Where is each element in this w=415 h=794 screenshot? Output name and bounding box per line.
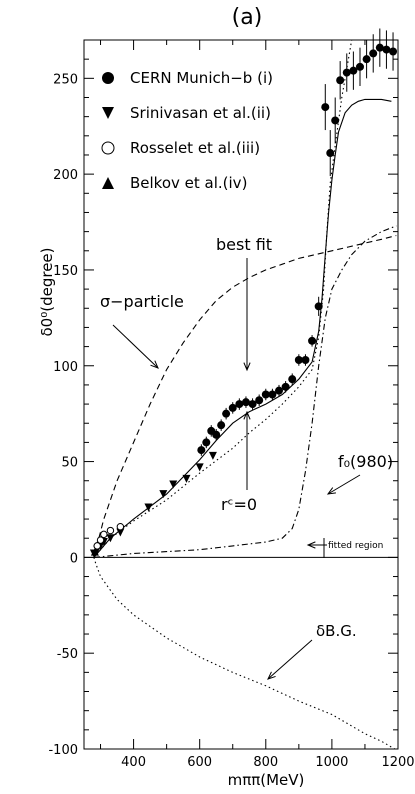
data-point-filled-down-triangle bbox=[144, 503, 153, 512]
data-point-filled-circle bbox=[308, 336, 317, 345]
data-point-filled-circle bbox=[217, 421, 226, 430]
arrow-sigma-particle-head bbox=[150, 360, 159, 369]
data-point-filled-circle bbox=[382, 45, 391, 54]
legend-marker-filled-circle bbox=[102, 72, 114, 84]
data-point-filled-circle bbox=[389, 47, 398, 56]
data-point-filled-circle bbox=[362, 55, 371, 64]
data-point-open-circle bbox=[116, 523, 125, 531]
arrow-delta-bg-head bbox=[267, 671, 276, 680]
legend-marker-open-circle bbox=[101, 141, 115, 155]
data-point-filled-circle bbox=[336, 76, 345, 85]
arrow-delta-bg bbox=[267, 639, 313, 680]
data-point-open-circle bbox=[100, 530, 108, 539]
legend-label: Rosselet et al.(iii) bbox=[130, 139, 260, 157]
data-point-filled-circle bbox=[288, 375, 297, 384]
y-tick-label: 150 bbox=[53, 264, 78, 279]
arrow-best-fit-head bbox=[243, 362, 251, 372]
data-point-filled-circle bbox=[375, 43, 384, 52]
data-point-open-circle bbox=[96, 536, 105, 544]
legend-label: Srinivasan et al.(ii) bbox=[130, 104, 271, 122]
arrow-f0-head bbox=[326, 487, 336, 495]
y-tick-label: -100 bbox=[48, 743, 78, 758]
legend-marker-filled-down-triangle bbox=[102, 107, 114, 119]
y-tick-label: 50 bbox=[61, 456, 78, 471]
annotation-delta-bg: δB.G. bbox=[316, 622, 357, 640]
data-point-filled-circle bbox=[275, 386, 284, 395]
data-point-filled-down-triangle bbox=[169, 480, 178, 489]
data-point-filled-circle bbox=[349, 66, 358, 75]
plot-frame bbox=[83, 39, 399, 750]
arrow-fitted-region-head bbox=[306, 541, 316, 549]
y-tick-label: 250 bbox=[53, 72, 78, 87]
data-point-filled-circle bbox=[248, 400, 257, 409]
data-point-filled-circle bbox=[228, 403, 237, 412]
data-point-filled-down-triangle bbox=[116, 528, 125, 537]
data-point-open-circle bbox=[93, 542, 101, 550]
y-tick-label: 0 bbox=[70, 551, 78, 566]
annotation-sigma-particle: σ−particle bbox=[100, 292, 184, 311]
data-point-filled-circle bbox=[301, 356, 310, 365]
data-point-filled-circle bbox=[326, 149, 335, 158]
data-point-filled-circle bbox=[212, 430, 221, 439]
data-point-filled-circle bbox=[355, 62, 364, 71]
data-point-filled-circle bbox=[369, 49, 378, 58]
data-point-filled-circle bbox=[235, 400, 244, 409]
annotation-fitted-region: fitted region bbox=[328, 541, 383, 551]
arrow-f0 bbox=[327, 474, 361, 495]
x-tick-label: 400 bbox=[121, 755, 146, 770]
curves bbox=[93, 40, 397, 749]
curve-dash-dot bbox=[93, 225, 397, 558]
data-point-filled-circle bbox=[321, 103, 330, 112]
annotation-rc0: rᶜ=0 bbox=[221, 495, 257, 514]
axes: 400 600 800 1000 1200 -100 -50 0 50 100 150 200 250 bbox=[48, 39, 415, 770]
y-tick-label: -50 bbox=[57, 647, 78, 662]
data-point-filled-circle bbox=[261, 390, 270, 399]
curve-solid bbox=[93, 98, 392, 558]
data-point-filled-circle bbox=[314, 302, 323, 311]
x-tick-label: 600 bbox=[187, 755, 212, 770]
x-tick-label: 1200 bbox=[381, 755, 414, 770]
arrow-rc0-head bbox=[243, 410, 251, 420]
data-point-filled-circle bbox=[342, 68, 351, 77]
legend-label: Belkov et al.(iv) bbox=[130, 174, 247, 192]
data-point-filled-circle bbox=[202, 438, 211, 447]
data-point-filled-circle bbox=[255, 396, 264, 405]
data-point-filled-down-triangle bbox=[106, 534, 115, 543]
data-point-open-circle bbox=[106, 526, 115, 535]
annotation-best-fit: best fit bbox=[216, 235, 272, 254]
data-point-filled-down-triangle bbox=[182, 474, 191, 483]
data-point-filled-down-triangle bbox=[159, 490, 168, 499]
annotation-f0: f₀(980) bbox=[338, 452, 393, 471]
curve-dotted-bg bbox=[93, 557, 395, 749]
y-tick-label: 100 bbox=[53, 360, 78, 375]
x-axis-label: mππ(MeV) bbox=[228, 771, 305, 789]
arrow-sigma-particle bbox=[112, 324, 159, 369]
data-point-filled-circle bbox=[294, 356, 303, 365]
y-tick-label: 200 bbox=[53, 168, 78, 183]
data-point-filled-circle bbox=[241, 398, 250, 407]
data-point-filled-circle bbox=[281, 382, 290, 391]
data-point-filled-up-triangle bbox=[90, 547, 99, 556]
data-point-filled-circle bbox=[222, 409, 231, 418]
data-point-filled-down-triangle bbox=[208, 451, 217, 460]
data-point-filled-circle bbox=[197, 446, 206, 455]
x-tick-label: 1000 bbox=[315, 755, 348, 770]
legend-label: CERN Munich−b (i) bbox=[130, 69, 273, 87]
data-point-filled-circle bbox=[331, 116, 340, 125]
legend: CERN Munich−b (i) Srinivasan et al.(ii) Ro… bbox=[101, 69, 273, 192]
data-point-filled-circle bbox=[268, 390, 277, 399]
legend-marker-filled-up-triangle bbox=[102, 177, 114, 189]
data-points bbox=[89, 28, 398, 680]
x-tick-label: 800 bbox=[253, 755, 278, 770]
panel-label: (a) bbox=[232, 5, 263, 30]
data-point-filled-down-triangle bbox=[195, 463, 204, 472]
y-axis-label: δ0⁰(degree) bbox=[38, 247, 56, 336]
